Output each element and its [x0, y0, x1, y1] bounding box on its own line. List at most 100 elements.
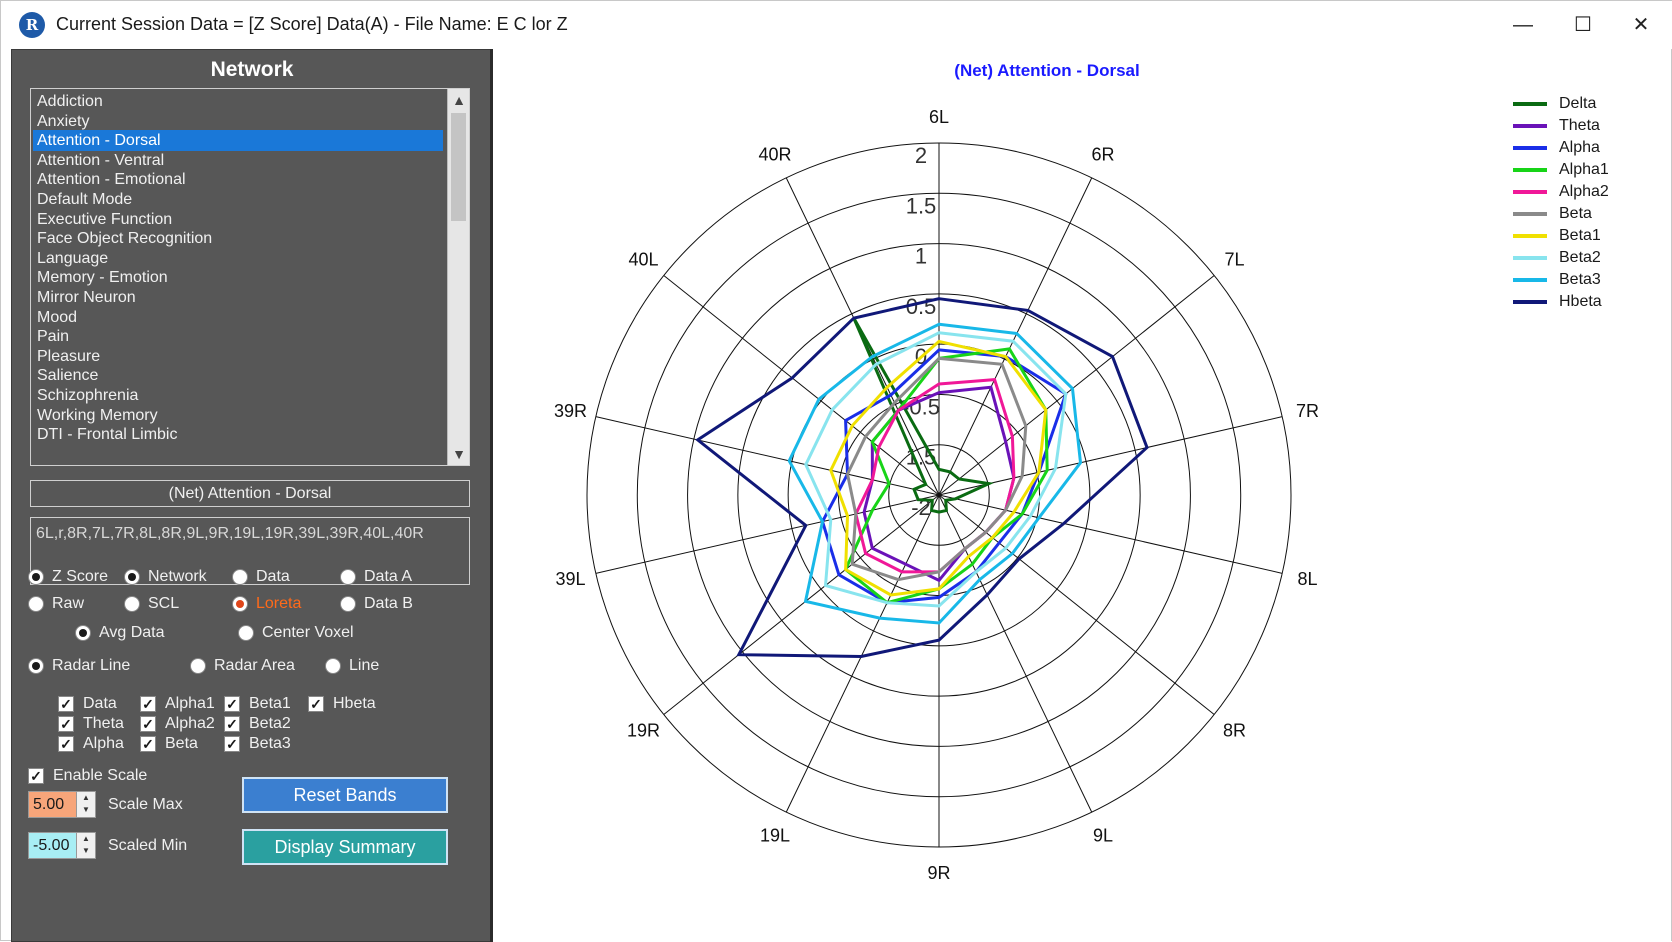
panel-divider[interactable] [490, 49, 493, 942]
checkmark-icon[interactable]: ✓ [140, 696, 156, 712]
radio-dot[interactable] [238, 625, 254, 641]
radio-dot[interactable] [75, 625, 91, 641]
checkbox-beta1[interactable]: ✓ Beta1 [224, 695, 291, 713]
scale-min-value[interactable]: -5.00 [33, 837, 70, 854]
checkbox-label: Beta2 [249, 715, 291, 732]
legend-label: Beta2 [1559, 249, 1601, 266]
radio-dot[interactable] [28, 596, 44, 612]
network-list-item[interactable]: Attention - Dorsal [33, 130, 443, 152]
checkmark-icon[interactable]: ✓ [224, 736, 240, 752]
checkbox-alpha[interactable]: ✓ Alpha [58, 735, 124, 753]
radio-scl[interactable]: SCL [124, 595, 179, 613]
network-list-item[interactable]: Attention - Emotional [37, 171, 186, 189]
checkmark-icon[interactable]: ✓ [28, 768, 44, 784]
window-title: Current Session Data = [Z Score] Data(A)… [56, 14, 568, 34]
checkmark-icon[interactable]: ✓ [58, 696, 74, 712]
axis-label: 8L [1298, 569, 1318, 589]
network-list-item[interactable]: Mood [37, 308, 78, 326]
display-summary-button[interactable]: Display Summary [242, 829, 448, 865]
checkbox-data[interactable]: ✓ Data [58, 695, 117, 713]
scale-max-label: Scale Max [108, 796, 183, 813]
scroll-down-icon[interactable]: ▼ [452, 446, 466, 462]
radio-dot[interactable] [340, 569, 356, 585]
network-list-item[interactable]: Salience [37, 367, 99, 385]
radio-dot[interactable] [28, 658, 44, 674]
legend-item: Alpha [1513, 137, 1663, 159]
minimize-button[interactable]: — [1513, 14, 1533, 36]
checkmark-icon[interactable]: ✓ [308, 696, 324, 712]
checkbox-alpha1[interactable]: ✓ Alpha1 [140, 695, 215, 713]
radio-raw[interactable]: Raw [28, 595, 84, 613]
grid-spoke [938, 494, 1215, 715]
network-list-item[interactable]: Working Memory [37, 406, 158, 424]
checkbox-enable-scale[interactable]: ✓ Enable Scale [28, 767, 147, 785]
spin-arrows-icon[interactable]: ▲ ▼ [76, 792, 95, 817]
checkmark-icon[interactable]: ✓ [224, 696, 240, 712]
checkbox-alpha2[interactable]: ✓ Alpha2 [140, 715, 215, 733]
radio-data[interactable]: Data [232, 568, 290, 586]
series-line-beta1 [829, 339, 1048, 597]
radio-z-score[interactable]: Z Score [28, 568, 108, 586]
checkmark-icon[interactable]: ✓ [58, 736, 74, 752]
radio-dot[interactable] [124, 596, 140, 612]
radio-radar-area[interactable]: Radar Area [190, 657, 295, 675]
radio-label: Network [148, 568, 207, 585]
network-list-item[interactable]: DTI - Frontal Limbic [37, 426, 178, 444]
network-list-item[interactable]: Anxiety [37, 112, 90, 130]
checkmark-icon[interactable]: ✓ [58, 716, 74, 732]
scale-min-stepper[interactable]: -5.00 ▲ ▼ [28, 832, 96, 859]
radio-dot[interactable] [190, 658, 206, 674]
scale-max-value[interactable]: 5.00 [33, 796, 65, 813]
grid-spoke [663, 275, 940, 496]
list-scrollbar[interactable]: ▲ ▼ [447, 89, 469, 465]
radio-line[interactable]: Line [325, 657, 379, 675]
grid-spoke [595, 416, 940, 496]
network-list-item[interactable]: Memory - Emotion [37, 269, 168, 287]
maximize-button[interactable]: ☐ [1574, 14, 1592, 36]
legend-item: Alpha2 [1513, 181, 1663, 203]
network-list-item[interactable]: Addiction [37, 93, 103, 110]
radio-dot[interactable] [232, 596, 248, 612]
network-list-item[interactable]: Language [37, 249, 109, 267]
network-list-item[interactable]: Mirror Neuron [37, 289, 136, 306]
radio-network[interactable]: Network [124, 568, 207, 586]
network-list-item[interactable]: Attention - Ventral [37, 151, 165, 169]
checkmark-icon[interactable]: ✓ [140, 716, 156, 732]
close-button[interactable]: ✕ [1632, 14, 1650, 36]
radio-dot[interactable] [124, 569, 140, 585]
radio-center-voxel[interactable]: Center Voxel [238, 624, 354, 642]
checkmark-icon[interactable]: ✓ [140, 736, 156, 752]
checkbox-beta[interactable]: ✓ Beta [140, 735, 198, 753]
checkbox-hbeta[interactable]: ✓ Hbeta [308, 695, 376, 713]
legend-swatch [1513, 168, 1547, 172]
checkbox-beta2[interactable]: ✓ Beta2 [224, 715, 291, 733]
radio-radar-line[interactable]: Radar Line [28, 657, 130, 675]
scroll-up-icon[interactable]: ▲ [452, 92, 466, 108]
network-list-item[interactable]: Schizophrenia [37, 387, 139, 404]
radio-dot[interactable] [28, 569, 44, 585]
radio-data-a[interactable]: Data A [340, 568, 412, 586]
spin-arrows-icon[interactable]: ▲ ▼ [76, 833, 95, 858]
network-list-item[interactable]: Executive Function [37, 210, 173, 228]
series-line-theta [862, 385, 1016, 583]
checkbox-beta3[interactable]: ✓ Beta3 [224, 735, 291, 753]
reset-bands-button[interactable]: Reset Bands [242, 777, 448, 813]
radio-avg-data[interactable]: Avg Data [75, 624, 165, 642]
network-list-item[interactable]: Pleasure [37, 347, 101, 365]
tick-label: 2 [915, 143, 927, 168]
network-list-item[interactable]: Face Object Recognition [37, 230, 213, 248]
scroll-thumb[interactable] [451, 113, 466, 221]
channels-field[interactable]: 6L,r,8R,7L,7R,8L,8R,9L,9R,19L,19R,39L,39… [30, 517, 470, 585]
scale-max-stepper[interactable]: 5.00 ▲ ▼ [28, 791, 96, 818]
network-list-item[interactable]: Default Mode [37, 191, 133, 208]
radio-dot[interactable] [340, 596, 356, 612]
radio-loreta[interactable]: Loreta [232, 595, 301, 613]
radio-dot[interactable] [325, 658, 341, 674]
checkbox-theta[interactable]: ✓ Theta [58, 715, 124, 733]
radio-data-b[interactable]: Data B [340, 595, 413, 613]
checkmark-icon[interactable]: ✓ [224, 716, 240, 732]
legend-swatch [1513, 278, 1547, 282]
network-list[interactable]: Addiction Anxiety Attention - Dorsal Attent… [30, 88, 470, 466]
radio-dot[interactable] [232, 569, 248, 585]
network-list-item[interactable]: Pain [37, 328, 70, 346]
